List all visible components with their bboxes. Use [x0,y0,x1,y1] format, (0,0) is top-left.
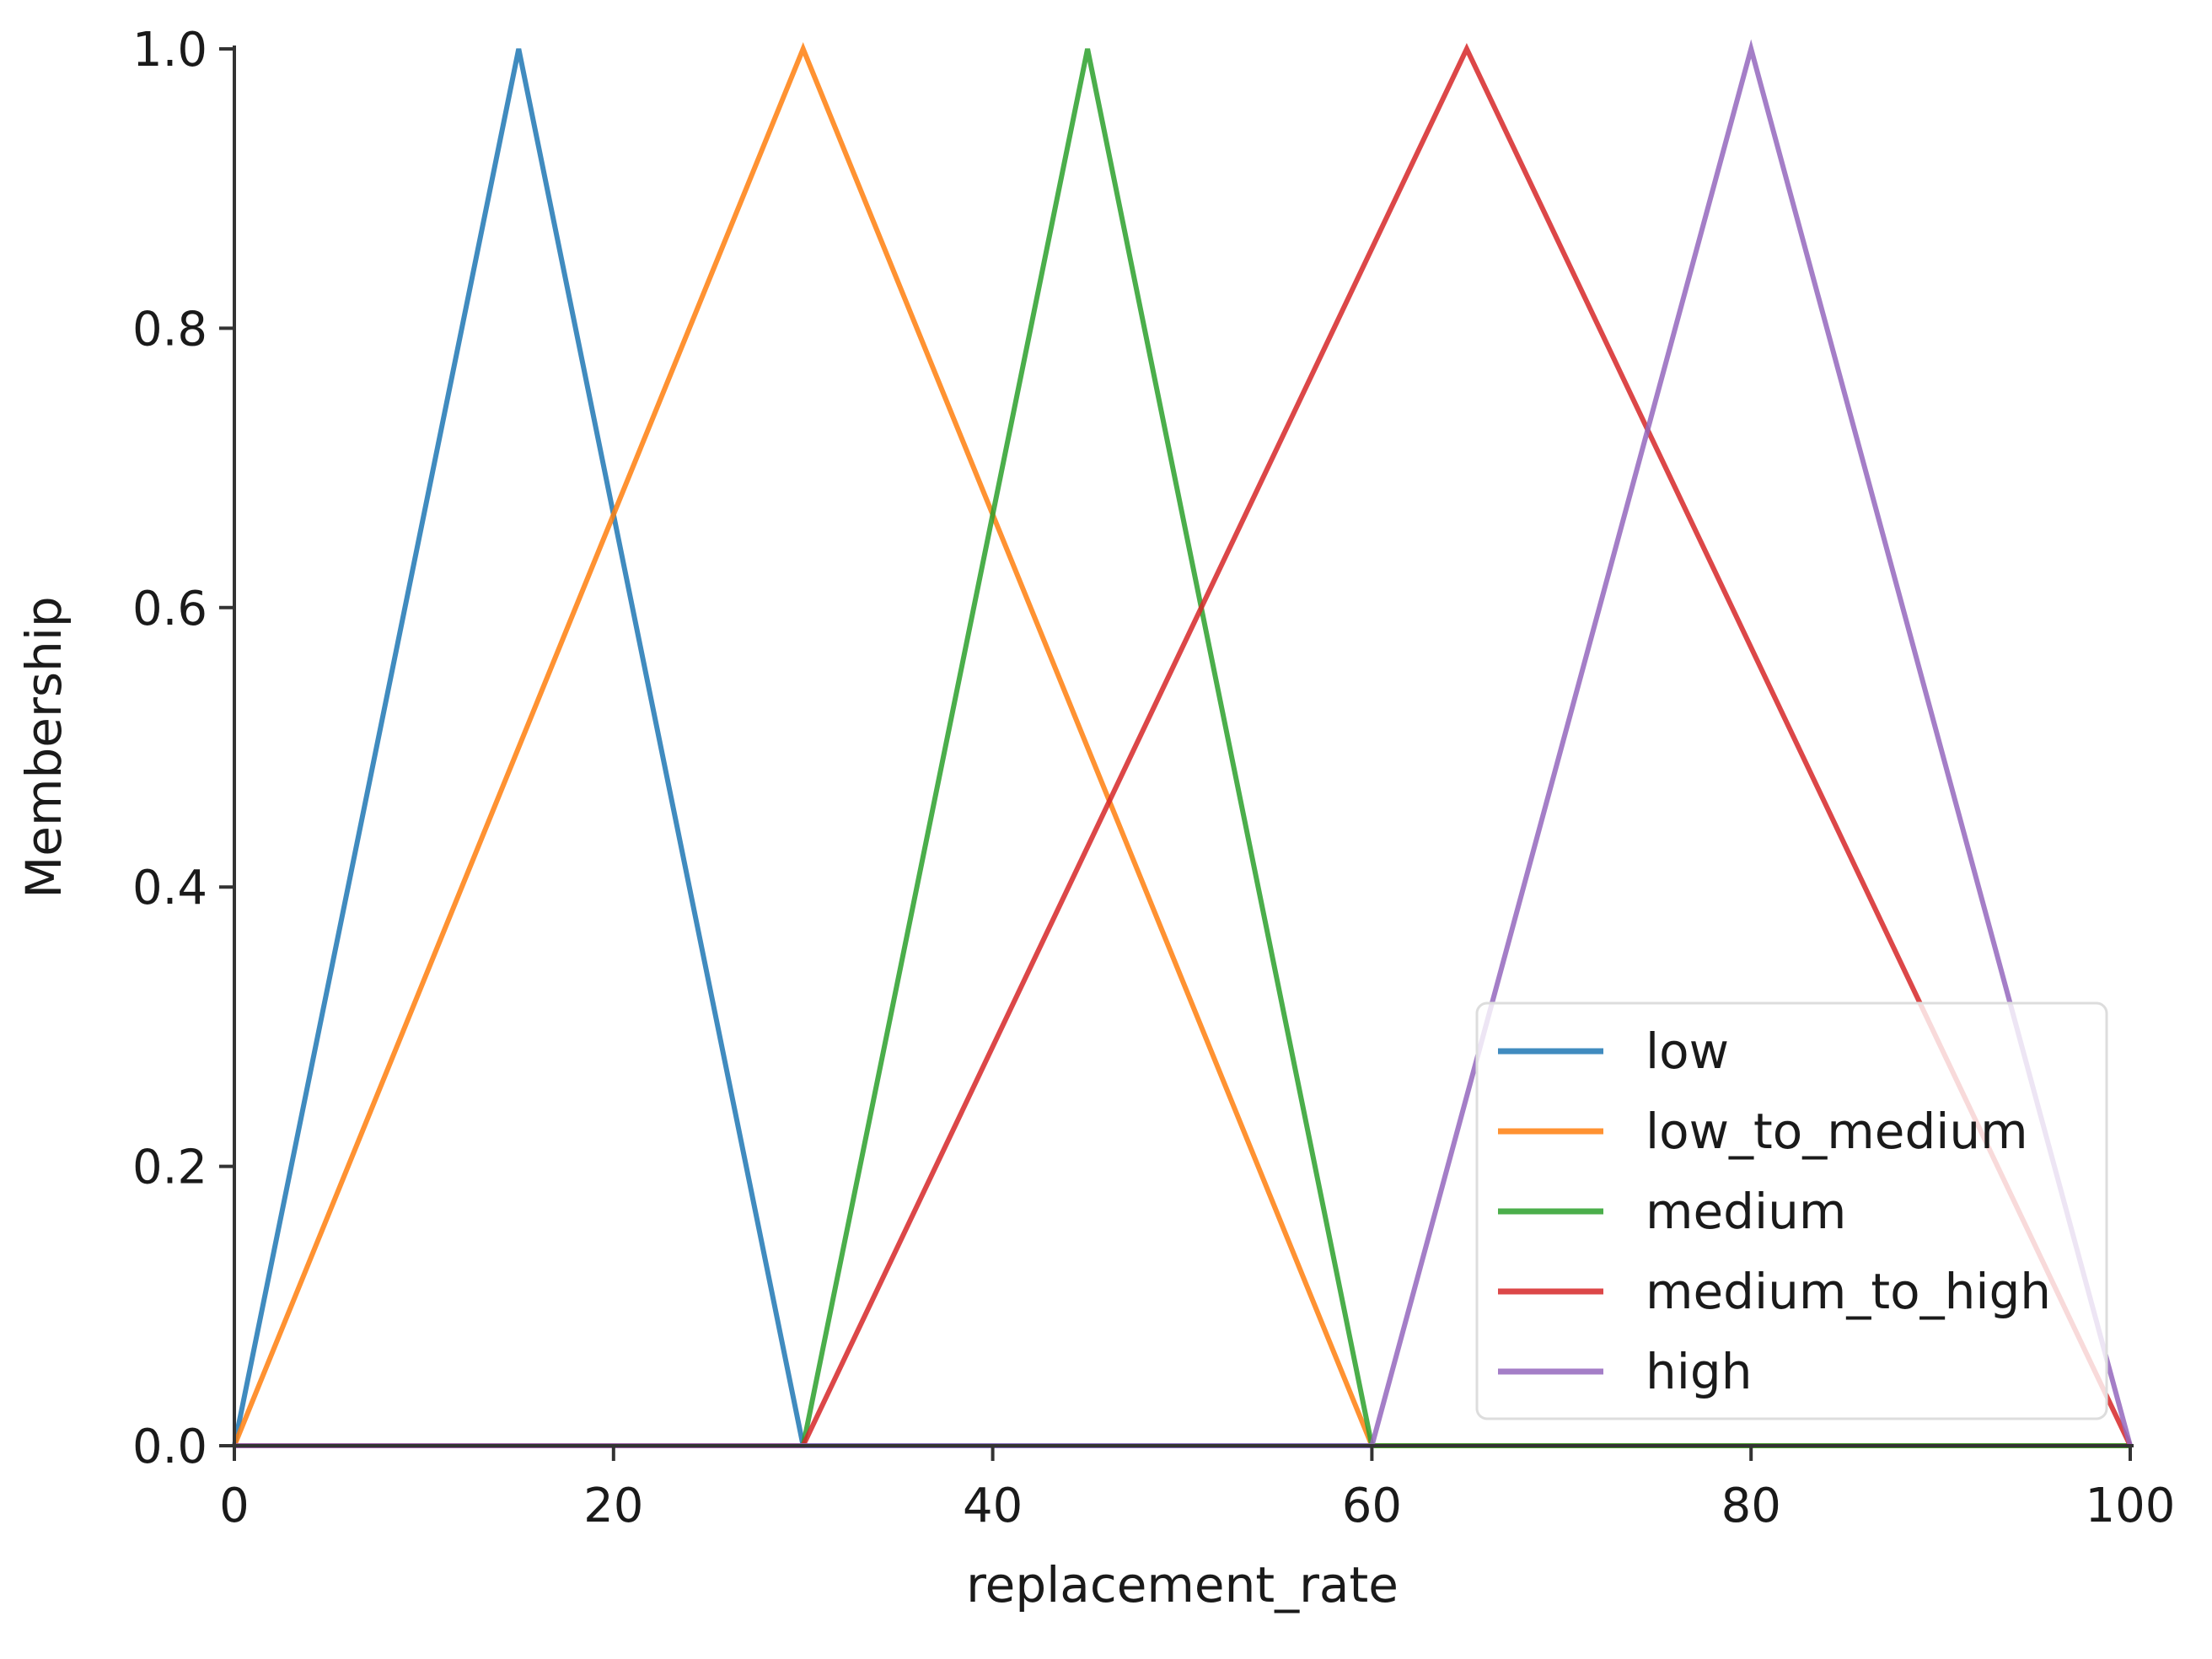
legend-label: low_to_medium [1646,1103,2028,1160]
x-tick-label: 60 [1342,1479,1402,1533]
y-tick-label: 0.8 [132,302,207,357]
y-tick-label: 1.0 [132,23,207,78]
y-tick-label: 0.6 [132,582,207,636]
legend-label: medium [1646,1183,1846,1240]
x-tick-label: 0 [219,1479,250,1533]
y-ticks: 0.0 0.2 0.4 0.6 0.8 1.0 [132,23,234,1474]
legend-entry-medium: medium [1498,1183,1846,1240]
legend-frame [1475,1001,2108,1420]
legend-entry-low-to-medium: low_to_medium [1498,1103,2028,1160]
x-tick-label: 80 [1721,1479,1781,1533]
x-tick-label: 20 [583,1479,643,1533]
legend-entry-medium-to-high: medium_to_high [1498,1263,2051,1320]
y-tick-label: 0.4 [132,861,207,915]
legend-entry-low: low [1498,1023,1729,1080]
legend-label: low [1646,1023,1729,1080]
legend-entry-high: high [1498,1343,1752,1400]
y-tick-label: 0.2 [132,1141,207,1195]
x-tick-label: 100 [2086,1479,2176,1533]
axes [233,46,2134,1447]
legend-label: high [1646,1343,1752,1400]
x-tick-label: 40 [963,1479,1023,1533]
y-axis-label: Membership [15,596,72,898]
x-axis-label: replacement_rate [966,1556,1399,1613]
y-tick-label: 0.0 [132,1420,207,1474]
x-ticks: 0 20 40 60 80 100 [219,1446,2175,1533]
legend-label: medium_to_high [1646,1263,2051,1320]
